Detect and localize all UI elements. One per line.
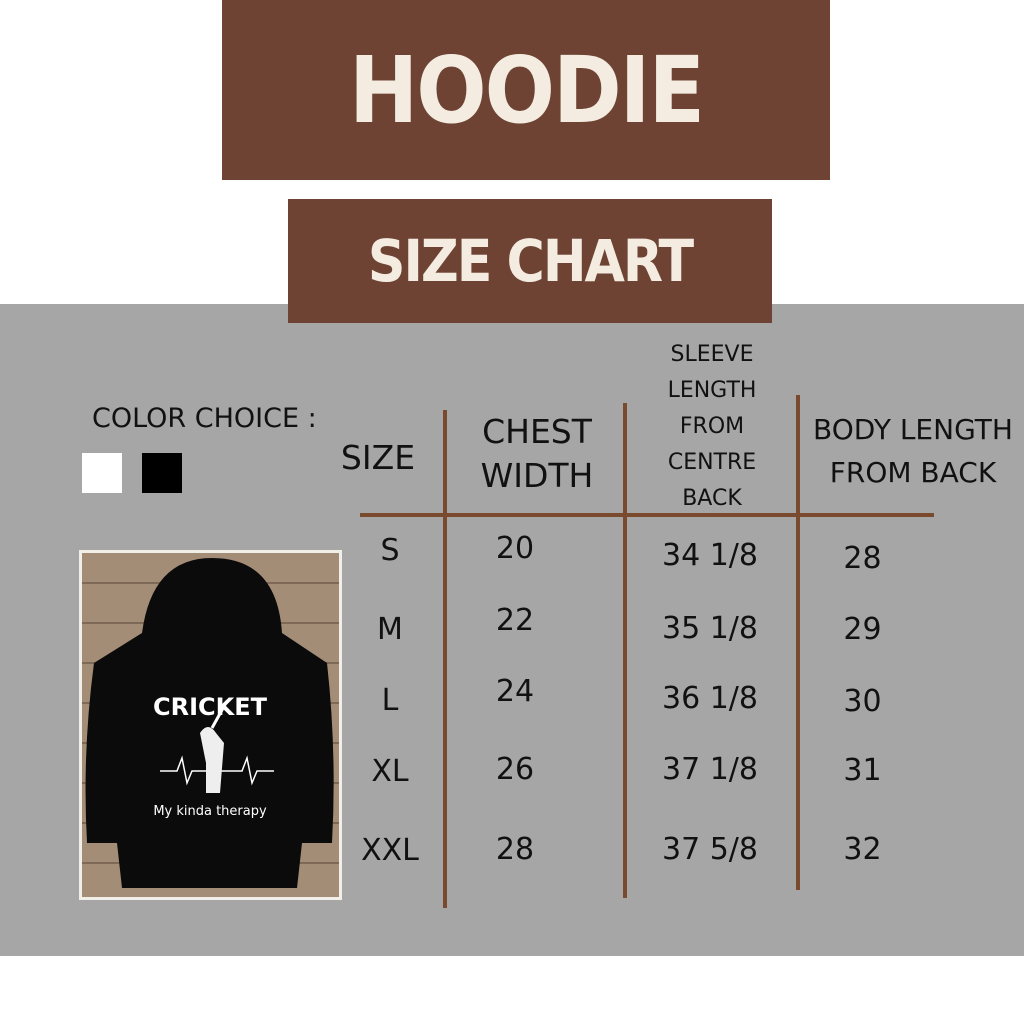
column-divider [443,410,447,908]
page-subtitle: SIZE CHART [288,199,772,323]
color-choice-label: COLOR CHOICE : [92,403,317,434]
hoodie-photo: CRICKET My kinda therapy [79,550,342,900]
swatch-black[interactable] [142,453,182,493]
cell-size: M [377,612,403,647]
print-tagline: My kinda therapy [153,804,267,819]
print-title: CRICKET [153,693,268,721]
cell-sleeve-length: 34 1/8 [662,538,758,573]
column-divider [796,395,800,890]
cell-chest-width: 22 [495,603,535,638]
cell-chest-width: 24 [495,674,535,709]
header-divider [360,513,934,517]
header-body-length: BODY LENGTH FROM BACK [813,413,1013,489]
cell-chest-width: 20 [495,531,535,566]
cell-body-length: 31 [843,753,882,788]
cell-body-length: 30 [843,684,882,719]
cell-size: XL [371,754,409,789]
page-title: HOODIE [222,0,830,180]
cell-chest-width: 28 [495,832,535,867]
cell-body-length: 29 [843,612,882,647]
cell-body-length: 32 [843,832,882,867]
cell-sleeve-length: 36 1/8 [662,681,758,716]
cell-size: S [380,533,400,568]
cell-body-length: 28 [843,541,882,576]
header-sleeve-length: SLEEVE LENGTH FROM CENTRE BACK [667,342,757,511]
cell-size: XXL [361,833,419,868]
swatch-white[interactable] [82,453,122,493]
cell-chest-width: 26 [495,752,535,787]
header-size: SIZE [340,438,416,477]
cell-sleeve-length: 37 5/8 [662,832,758,867]
column-divider [623,403,627,898]
header-chest-width: CHEST WIDTH [480,412,594,495]
cell-sleeve-length: 35 1/8 [662,611,758,646]
cell-size: L [381,683,399,718]
cell-sleeve-length: 37 1/8 [662,752,758,787]
